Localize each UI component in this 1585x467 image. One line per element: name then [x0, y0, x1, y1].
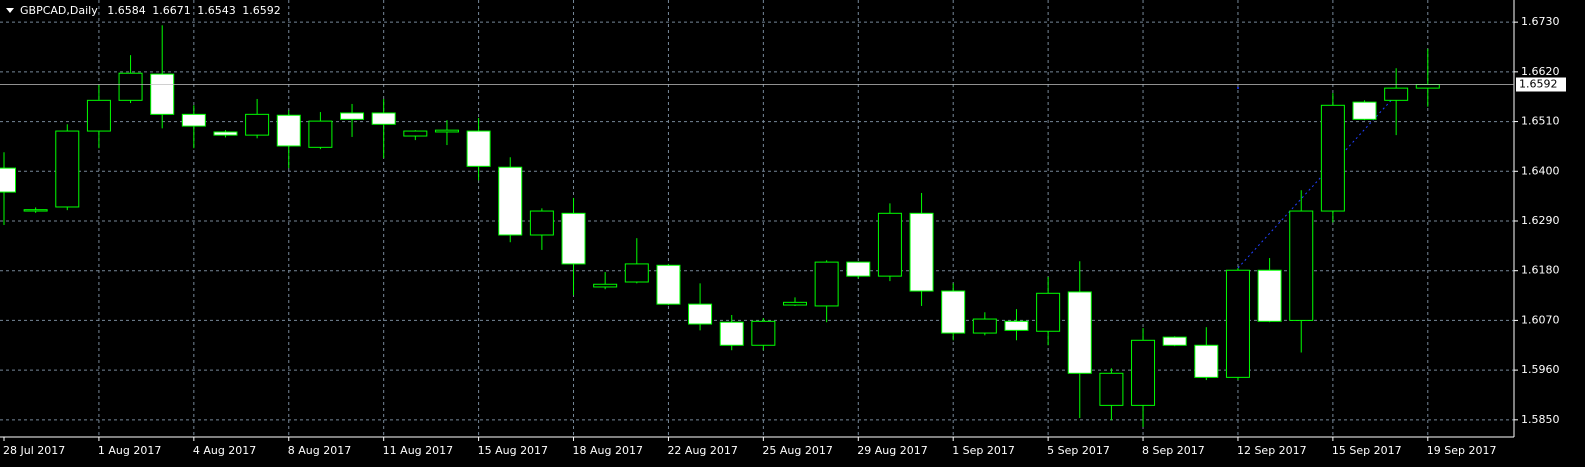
y-tick-label: 1.5850	[1521, 413, 1560, 426]
candle-body	[814, 261, 839, 307]
candle-body	[276, 114, 301, 147]
candle-body	[434, 129, 459, 133]
candles	[0, 25, 1440, 428]
axes: 1.6730 1.6620 1.6510 1.6400 1.6290 1.6180 1.60…	[0, 15, 1566, 457]
candle-body	[1289, 210, 1314, 321]
x-tick-label: 15 Aug 2017	[478, 444, 548, 457]
candle-body	[1384, 87, 1409, 101]
candle-body	[1099, 372, 1124, 406]
anchor-dot	[1237, 87, 1239, 89]
candle-body	[1004, 320, 1029, 331]
x-tick-label: 29 Aug 2017	[857, 444, 927, 457]
candle-body	[909, 212, 934, 292]
candle-body	[55, 130, 80, 208]
candle-body	[498, 166, 523, 236]
candle-body	[688, 303, 713, 325]
x-tick-label: 8 Aug 2017	[288, 444, 351, 457]
grid	[0, 0, 1514, 437]
header-low: 1.6543	[197, 4, 236, 17]
y-tick-label: 1.5960	[1521, 363, 1560, 376]
header-close: 1.6592	[242, 4, 281, 17]
candle-body	[1162, 336, 1187, 346]
x-tick-label: 22 Aug 2017	[667, 444, 737, 457]
x-tick-label: 25 Aug 2017	[762, 444, 832, 457]
y-tick-label: 1.6510	[1521, 115, 1560, 128]
candle-body	[1225, 269, 1250, 378]
candle-body	[1036, 292, 1061, 332]
candle-body	[1352, 101, 1377, 120]
candle-body	[118, 72, 143, 101]
candle-body	[371, 112, 396, 125]
header-high: 1.6671	[152, 4, 191, 17]
candle-body	[1067, 291, 1092, 374]
x-tick-label: 12 Sep 2017	[1237, 444, 1307, 457]
header-arrow	[6, 8, 14, 13]
candle-body	[1320, 104, 1345, 212]
candle-body	[561, 212, 586, 265]
candle-body	[1194, 344, 1219, 378]
x-tick-label: 19 Sep 2017	[1427, 444, 1497, 457]
candle-body	[751, 320, 776, 346]
y-tick-label: 1.6620	[1521, 65, 1560, 78]
x-tick-label: 15 Sep 2017	[1332, 444, 1402, 457]
candle-body	[213, 131, 238, 136]
candle-body	[340, 112, 365, 120]
x-tick-label: 5 Sep 2017	[1047, 444, 1110, 457]
candle-body	[245, 113, 270, 136]
candle-body	[719, 321, 744, 346]
candle-body	[877, 212, 902, 277]
price-label-box	[1516, 77, 1566, 92]
candle-body	[656, 264, 681, 305]
chart-title: GBPCAD,Daily	[20, 4, 98, 17]
candle-body	[593, 283, 618, 288]
chart-header: GBPCAD,Daily 1.6584 1.6671 1.6543 1.6592	[20, 4, 281, 17]
y-tick-label: 1.6070	[1521, 313, 1560, 326]
header-open: 1.6584	[107, 4, 146, 17]
candle-body	[1415, 84, 1440, 89]
candle-body	[1257, 269, 1282, 322]
candle-body	[941, 290, 966, 334]
candle-body	[0, 167, 16, 193]
candle-body	[181, 113, 206, 127]
candle-body	[308, 120, 333, 148]
x-tick-label: 11 Aug 2017	[383, 444, 453, 457]
price-label: 1.6592	[1519, 78, 1558, 91]
y-tick-label: 1.6730	[1521, 15, 1560, 28]
y-tick-label: 1.6400	[1521, 164, 1560, 177]
x-tick-label: 1 Sep 2017	[952, 444, 1015, 457]
candle-body	[86, 99, 111, 132]
candle-body	[783, 301, 807, 306]
x-tick-label: 8 Sep 2017	[1142, 444, 1205, 457]
candle-body	[1131, 339, 1156, 406]
candle-body	[846, 261, 871, 277]
x-tick-label: 1 Aug 2017	[98, 444, 161, 457]
candle-body	[23, 209, 48, 212]
candle-body	[403, 130, 428, 137]
candle-body	[972, 318, 997, 334]
x-tick-label: 4 Aug 2017	[193, 444, 256, 457]
trend-line	[1237, 94, 1397, 269]
candle-body	[529, 210, 554, 236]
candle-body	[466, 130, 491, 167]
candle-body	[624, 263, 649, 283]
candle-body	[150, 73, 175, 115]
y-tick-label: 1.6180	[1521, 264, 1560, 277]
x-tick-label: 18 Aug 2017	[573, 444, 643, 457]
y-tick-label: 1.6290	[1521, 214, 1560, 227]
x-tick-label: 28 Jul 2017	[3, 444, 65, 457]
